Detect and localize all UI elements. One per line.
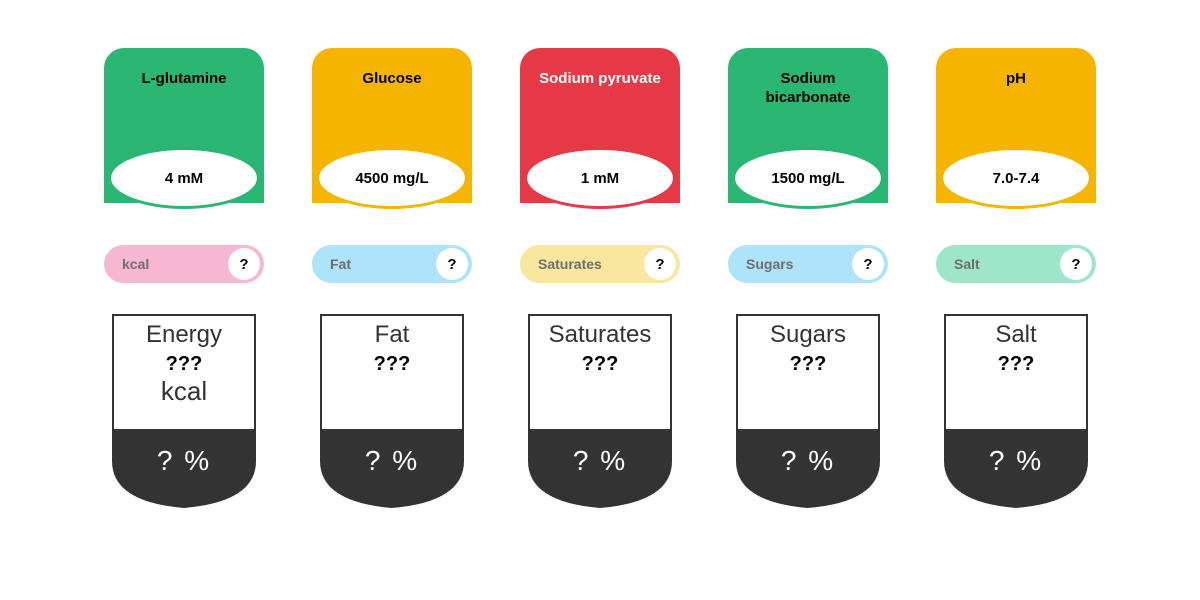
badge-value: ??? [790,353,827,376]
pill-1: Fat? [312,245,472,283]
cylinder-value: 1 mM [581,170,619,187]
pill-value-circle: ? [436,248,468,280]
badge-content: Saturates??? [525,311,675,376]
pill-3: Sugars? [728,245,888,283]
badge-title: Energy [146,321,222,349]
cylinder-4: pH 7.0-7.4 [936,48,1096,203]
badge-content: Energy???kcal [109,311,259,407]
badge-content: Fat??? [317,311,467,376]
badge-percent: ? % [941,445,1091,477]
cylinder-value-ellipse: 4500 mg/L [316,147,468,209]
cylinder-value-ellipse: 1500 mg/L [732,147,884,209]
cylinder-value-ellipse: 4 mM [108,147,260,209]
badge-percent: ? % [733,445,883,477]
badge-title: Fat [375,321,410,349]
cylinder-value: 4 mM [165,170,203,187]
pill-value-circle: ? [1060,248,1092,280]
cylinder-title: Sodium bicarbonate [743,48,873,108]
cylinder-0: L-glutamine 4 mM [104,48,264,203]
pill-0: kcal? [104,245,264,283]
badge-percent: ? % [109,445,259,477]
pill-label: Saturates [520,256,602,272]
cylinder-title: L-glutamine [119,48,249,89]
cylinder-1: Glucose 4500 mg/L [312,48,472,203]
badge-value: ??? [582,353,619,376]
pill-value-circle: ? [644,248,676,280]
cylinder-value: 1500 mg/L [771,170,844,187]
badge-title: Salt [995,321,1036,349]
badge-3: Sugars??? ? % [733,311,883,511]
column-1: Glucose4500 mg/LFat?Fat???? % [312,48,472,511]
cylinder-value: 4500 mg/L [355,170,428,187]
pill-4: Salt? [936,245,1096,283]
badge-value: ??? [166,353,203,376]
infographic-container: L-glutamine4 mMkcal?Energy???kcal? %Gluc… [0,0,1200,511]
badge-content: Salt??? [941,311,1091,376]
badge-title: Sugars [770,321,846,349]
badge-4: Salt??? ? % [941,311,1091,511]
badge-unit: kcal [161,376,207,407]
pill-2: Saturates? [520,245,680,283]
badge-1: Fat??? ? % [317,311,467,511]
badge-percent: ? % [317,445,467,477]
cylinder-title: Glucose [327,48,457,89]
cylinder-value-ellipse: 1 mM [524,147,676,209]
pill-label: Salt [936,256,980,272]
cylinder-3: Sodium bicarbonate 1500 mg/L [728,48,888,203]
badge-percent: ? % [525,445,675,477]
badge-value: ??? [374,353,411,376]
column-2: Sodium pyruvate1 mMSaturates?Saturates??… [520,48,680,511]
badge-value: ??? [998,353,1035,376]
column-4: pH7.0-7.4Salt?Salt???? % [936,48,1096,511]
cylinder-title: pH [951,48,1081,89]
cylinder-2: Sodium pyruvate 1 mM [520,48,680,203]
column-3: Sodium bicarbonate1500 mg/LSugars?Sugars… [728,48,888,511]
pill-label: Fat [312,256,351,272]
badge-0: Energy???kcal ? % [109,311,259,511]
column-0: L-glutamine4 mMkcal?Energy???kcal? % [104,48,264,511]
cylinder-title: Sodium pyruvate [535,48,665,89]
cylinder-value: 7.0-7.4 [993,170,1040,187]
pill-value-circle: ? [228,248,260,280]
pill-value-circle: ? [852,248,884,280]
badge-content: Sugars??? [733,311,883,376]
cylinder-value-ellipse: 7.0-7.4 [940,147,1092,209]
pill-label: Sugars [728,256,793,272]
badge-title: Saturates [549,321,652,349]
pill-label: kcal [104,256,149,272]
badge-2: Saturates??? ? % [525,311,675,511]
